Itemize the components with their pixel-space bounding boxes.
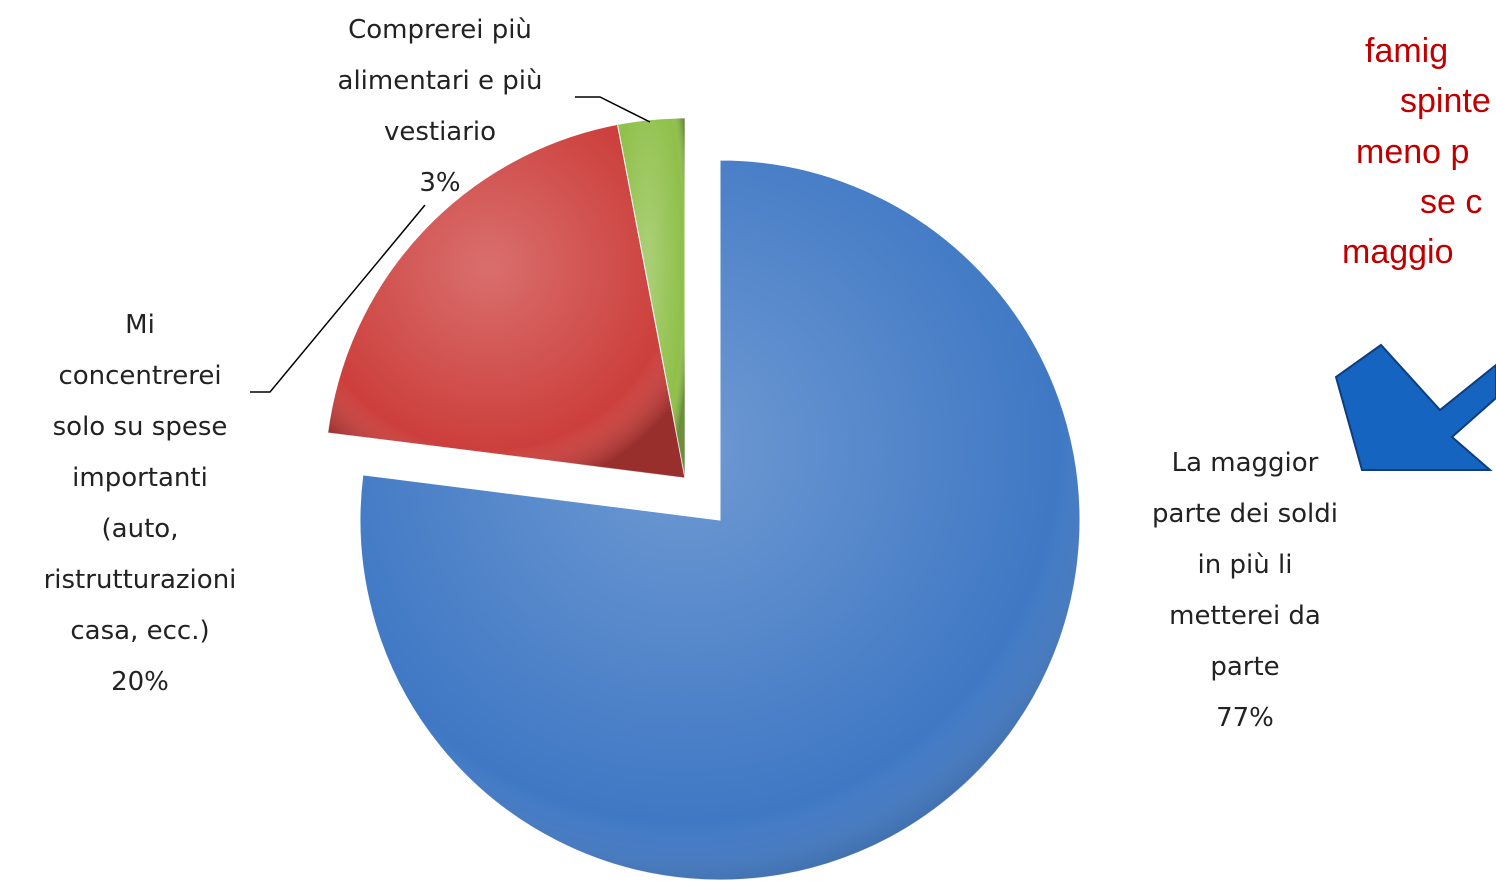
slice-label: La maggior parte dei soldi in più li met… xyxy=(1152,448,1338,682)
value-label: 77% xyxy=(1216,703,1274,733)
slice-label: Comprerei più alimentari e più vestiario xyxy=(337,15,543,147)
leader-line xyxy=(250,204,426,393)
value-label: 3% xyxy=(419,168,461,198)
annotation-text: spinte xyxy=(1400,82,1491,120)
leader-line xyxy=(575,96,651,123)
annotation-text: se c xyxy=(1420,183,1482,221)
value-label: 20% xyxy=(111,667,169,697)
annotation-text: maggio xyxy=(1342,233,1454,271)
annotation-text: meno p xyxy=(1356,133,1469,171)
arrow xyxy=(1334,343,1496,471)
slice-label: Mi concentrerei solo su spese importanti… xyxy=(43,310,237,646)
annotation-text: famig xyxy=(1365,32,1448,70)
